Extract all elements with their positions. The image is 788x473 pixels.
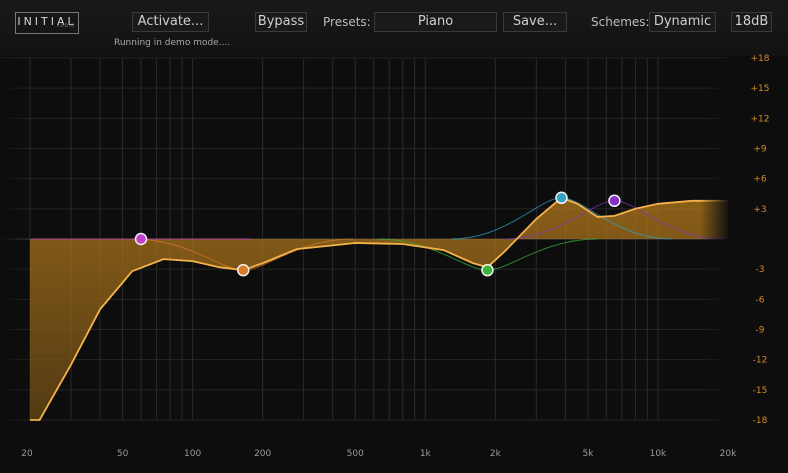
demo-mode-text: Running in demo mode.... — [114, 38, 231, 48]
x-axis: 20 50 100 200 500 1k 2k 5k 10k 20k — [21, 449, 737, 459]
y-tick-label: -15 — [753, 386, 768, 396]
response-area — [30, 197, 728, 420]
x-tick-label: 50 — [117, 449, 129, 459]
x-tick-label: 1k — [420, 449, 432, 459]
x-tick-label: 2k — [490, 449, 502, 459]
x-tick-label: 10k — [650, 449, 667, 459]
band-node-1[interactable] — [134, 232, 148, 246]
x-tick-label: 500 — [347, 449, 364, 459]
x-tick-label: 100 — [184, 449, 201, 459]
preset-selector[interactable]: Piano — [374, 12, 497, 32]
bypass-button[interactable]: Bypass — [255, 12, 307, 32]
band-node-3[interactable] — [481, 263, 494, 277]
schemes-label: Schemes: — [591, 15, 650, 29]
x-tick-label: 20k — [720, 449, 737, 459]
y-tick-label: -3 — [756, 265, 765, 275]
band-node-4[interactable] — [555, 191, 568, 205]
y-axis: +18 +15 +12 +9 +6 +3 -3 -6 -9 -12 -15 -18 — [751, 54, 770, 426]
range-button[interactable]: 18dB — [731, 12, 772, 32]
band-nodes[interactable] — [134, 191, 621, 277]
y-tick-label: +15 — [751, 84, 770, 94]
activate-button[interactable]: Activate... — [132, 12, 209, 32]
y-tick-label: +18 — [751, 54, 770, 64]
response-fill — [30, 197, 728, 420]
y-tick-label: +3 — [753, 205, 766, 215]
y-tick-label: +9 — [753, 145, 767, 155]
save-button[interactable]: Save... — [503, 12, 567, 32]
toolbar: INITIAL AUDIO Activate... Running in demo… — [0, 0, 788, 56]
x-tick-label: 200 — [254, 449, 271, 459]
response-curve — [30, 196, 728, 421]
y-tick-label: -12 — [753, 356, 768, 366]
x-tick-label: 20 — [21, 449, 33, 459]
y-tick-label: -9 — [756, 326, 765, 336]
y-tick-label: +12 — [751, 114, 770, 124]
y-tick-label: +6 — [753, 175, 767, 185]
app-logo: INITIAL AUDIO — [15, 12, 79, 34]
band-node-5[interactable] — [608, 194, 621, 208]
x-tick-label: 5k — [582, 449, 594, 459]
y-tick-label: -6 — [756, 295, 765, 305]
response-line — [30, 196, 728, 421]
y-tick-label: -18 — [753, 416, 768, 426]
band-node-2[interactable] — [236, 263, 250, 277]
scheme-selector[interactable]: Dynamic — [649, 12, 716, 32]
presets-label: Presets: — [323, 15, 371, 29]
